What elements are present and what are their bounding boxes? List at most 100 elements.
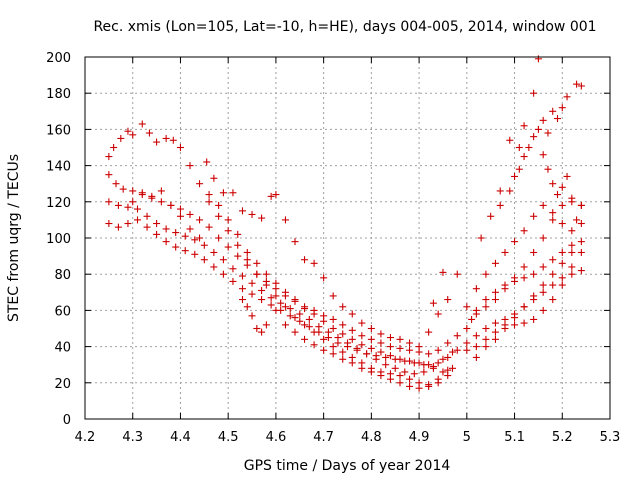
data-point [291,238,299,246]
data-point [339,321,347,329]
data-point [248,279,256,287]
data-point [267,192,275,200]
data-point [258,214,266,222]
data-point [110,144,118,151]
data-point [181,247,189,255]
data-point [196,234,204,242]
data-point [401,368,409,376]
data-point [377,330,385,338]
data-point [239,296,246,304]
data-point [506,187,514,195]
data-point [145,129,153,137]
data-point [425,382,433,390]
data-point [339,348,347,356]
data-point [272,191,280,199]
data-point [396,372,404,380]
data-point [425,350,433,358]
y-tick-label: 120 [46,196,71,211]
data-point [558,220,566,228]
data-point [291,328,299,336]
data-point [439,368,447,376]
data-point [117,134,125,142]
data-point [229,265,237,273]
data-point [353,346,361,354]
data-point [281,288,289,296]
data-point [215,201,223,209]
y-tick-label: 200 [46,51,71,66]
data-point [253,270,261,278]
data-point [568,241,576,249]
x-tick-label: 4.9 [409,430,430,445]
data-point [363,350,371,358]
data-point [530,296,538,304]
data-point [329,350,337,358]
x-tick-label: 4.7 [313,430,334,445]
data-point [272,292,280,300]
data-point [153,220,161,228]
data-point [482,335,490,343]
data-point [176,144,184,151]
data-point [549,296,557,304]
data-point [377,339,385,347]
data-point [143,212,151,220]
data-point [406,382,414,390]
data-point [501,281,509,289]
y-tick-label: 140 [46,160,71,175]
data-point [114,201,122,209]
data-point [305,323,313,331]
data-point [534,125,542,133]
data-point [286,305,294,313]
data-point [243,261,251,269]
data-point [558,259,566,267]
data-point [301,321,309,329]
data-point [406,346,414,354]
data-point [129,187,137,195]
data-point [520,153,528,161]
data-point [138,189,146,197]
data-point [491,328,499,336]
data-point [169,136,177,144]
data-point [568,263,576,271]
data-point [253,325,261,332]
data-point [210,263,218,271]
data-point [511,277,519,285]
data-point [439,268,447,276]
data-point [482,270,490,278]
data-point [487,212,495,220]
data-point [253,259,261,267]
data-point [205,191,213,199]
data-point [162,134,170,142]
data-point [248,312,256,320]
x-tick-label: 4.3 [122,430,143,445]
data-point [539,263,547,271]
data-point [153,138,161,146]
data-point [358,364,366,372]
data-point [200,241,208,249]
data-point [577,82,585,90]
data-point [367,335,375,343]
data-point [491,296,499,304]
data-point [329,343,337,351]
data-point [382,353,390,361]
data-point [367,368,375,376]
data-point [472,285,480,293]
data-point [148,194,156,202]
gridlines [85,57,610,419]
data-point [281,216,289,224]
data-point [377,348,385,356]
data-point [410,359,418,367]
data-point [511,238,519,246]
data-point [186,225,194,233]
data-point [320,274,328,282]
data-point [124,203,132,211]
data-point [482,343,490,351]
data-point [410,370,418,378]
data-point [501,248,509,256]
data-point [429,299,437,307]
data-point [434,346,442,354]
data-point [310,341,318,349]
data-point [191,250,199,258]
data-point [367,325,375,332]
data-point [320,312,328,320]
